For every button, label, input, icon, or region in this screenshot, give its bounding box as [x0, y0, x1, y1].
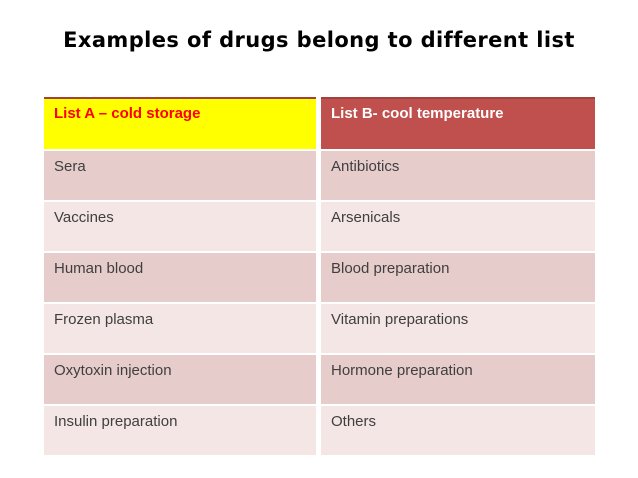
table-cell-list-a: Sera — [44, 151, 316, 200]
table-cell-list-a: Human blood — [44, 253, 316, 302]
slide-title: Examples of drugs belong to different li… — [63, 28, 575, 52]
table-cell-list-b: Antibiotics — [321, 151, 595, 200]
table-cell-list-a: Oxytoxin injection — [44, 355, 316, 404]
column-header-list-b: List B- cool temperature — [321, 97, 595, 149]
table-cell-list-a: Frozen plasma — [44, 304, 316, 353]
table-cell-list-b: Vitamin preparations — [321, 304, 595, 353]
table-cell-list-b: Others — [321, 406, 595, 455]
table-cell-list-b: Arsenicals — [321, 202, 595, 251]
table-cell-list-a: Insulin preparation — [44, 406, 316, 455]
table-cell-list-b: Hormone preparation — [321, 355, 595, 404]
table-cell-list-a: Vaccines — [44, 202, 316, 251]
drug-storage-table: List A – cold storage List B- cool tempe… — [44, 97, 595, 455]
table-cell-list-b: Blood preparation — [321, 253, 595, 302]
column-header-list-a: List A – cold storage — [44, 97, 316, 149]
